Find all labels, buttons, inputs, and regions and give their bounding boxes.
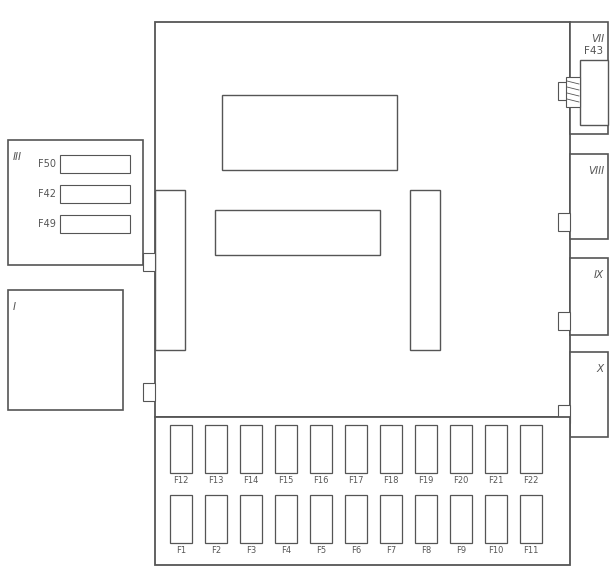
Text: F1: F1 [176, 546, 186, 555]
Text: F21: F21 [488, 476, 503, 485]
Text: F20: F20 [453, 476, 469, 485]
Bar [240, 425, 262, 473]
Text: F4: F4 [281, 546, 291, 555]
Text: VIII: VIII [588, 166, 604, 176]
Bar [170, 495, 192, 543]
Text: F16: F16 [313, 476, 329, 485]
Bar [155, 190, 185, 350]
Text: III: III [13, 152, 22, 162]
Text: VII: VII [591, 34, 604, 44]
Bar [570, 22, 608, 134]
Bar [558, 82, 570, 100]
Bar [570, 352, 608, 437]
Text: F11: F11 [523, 546, 539, 555]
Bar [60, 215, 130, 233]
Bar [410, 190, 440, 350]
Bar [215, 210, 380, 255]
Bar [558, 312, 570, 330]
Bar [60, 155, 130, 173]
Bar [143, 383, 155, 401]
Bar [558, 405, 570, 423]
Bar [275, 495, 297, 543]
Bar [310, 495, 332, 543]
Text: I: I [13, 302, 16, 312]
Text: F17: F17 [348, 476, 364, 485]
Bar [485, 425, 507, 473]
Bar [60, 185, 130, 203]
Bar [143, 253, 155, 271]
Bar [222, 95, 397, 170]
Bar [345, 425, 367, 473]
Bar [345, 495, 367, 543]
Bar [520, 425, 542, 473]
Bar [170, 425, 192, 473]
Bar [380, 495, 402, 543]
Bar [570, 258, 608, 335]
Text: F6: F6 [351, 546, 361, 555]
Bar [205, 425, 227, 473]
Text: F19: F19 [419, 476, 434, 485]
Text: F2: F2 [211, 546, 221, 555]
Text: F8: F8 [421, 546, 431, 555]
Text: F42: F42 [38, 189, 56, 199]
Text: F15: F15 [279, 476, 294, 485]
Bar [415, 425, 437, 473]
Bar [155, 417, 570, 565]
Bar [558, 213, 570, 231]
Bar [240, 495, 262, 543]
Text: F18: F18 [383, 476, 399, 485]
Text: IX: IX [594, 270, 604, 280]
Text: F13: F13 [208, 476, 224, 485]
Bar [205, 495, 227, 543]
Text: F22: F22 [523, 476, 539, 485]
Bar [8, 140, 143, 265]
Bar [155, 22, 570, 417]
Bar [485, 495, 507, 543]
Text: F9: F9 [456, 546, 466, 555]
Text: F10: F10 [488, 546, 503, 555]
Text: F49: F49 [38, 219, 56, 229]
Text: F50: F50 [38, 159, 56, 169]
Text: F5: F5 [316, 546, 326, 555]
Text: F14: F14 [243, 476, 258, 485]
Bar [310, 425, 332, 473]
Bar [415, 495, 437, 543]
Bar [450, 425, 472, 473]
Bar [520, 495, 542, 543]
Text: F12: F12 [174, 476, 189, 485]
Bar [8, 290, 123, 410]
Text: F43: F43 [585, 46, 604, 56]
Bar [580, 60, 608, 125]
Bar [450, 495, 472, 543]
Text: F7: F7 [386, 546, 396, 555]
Bar [566, 77, 580, 107]
Bar [275, 425, 297, 473]
Bar [380, 425, 402, 473]
Bar [570, 154, 608, 239]
Text: F3: F3 [246, 546, 256, 555]
Text: X: X [597, 364, 604, 374]
